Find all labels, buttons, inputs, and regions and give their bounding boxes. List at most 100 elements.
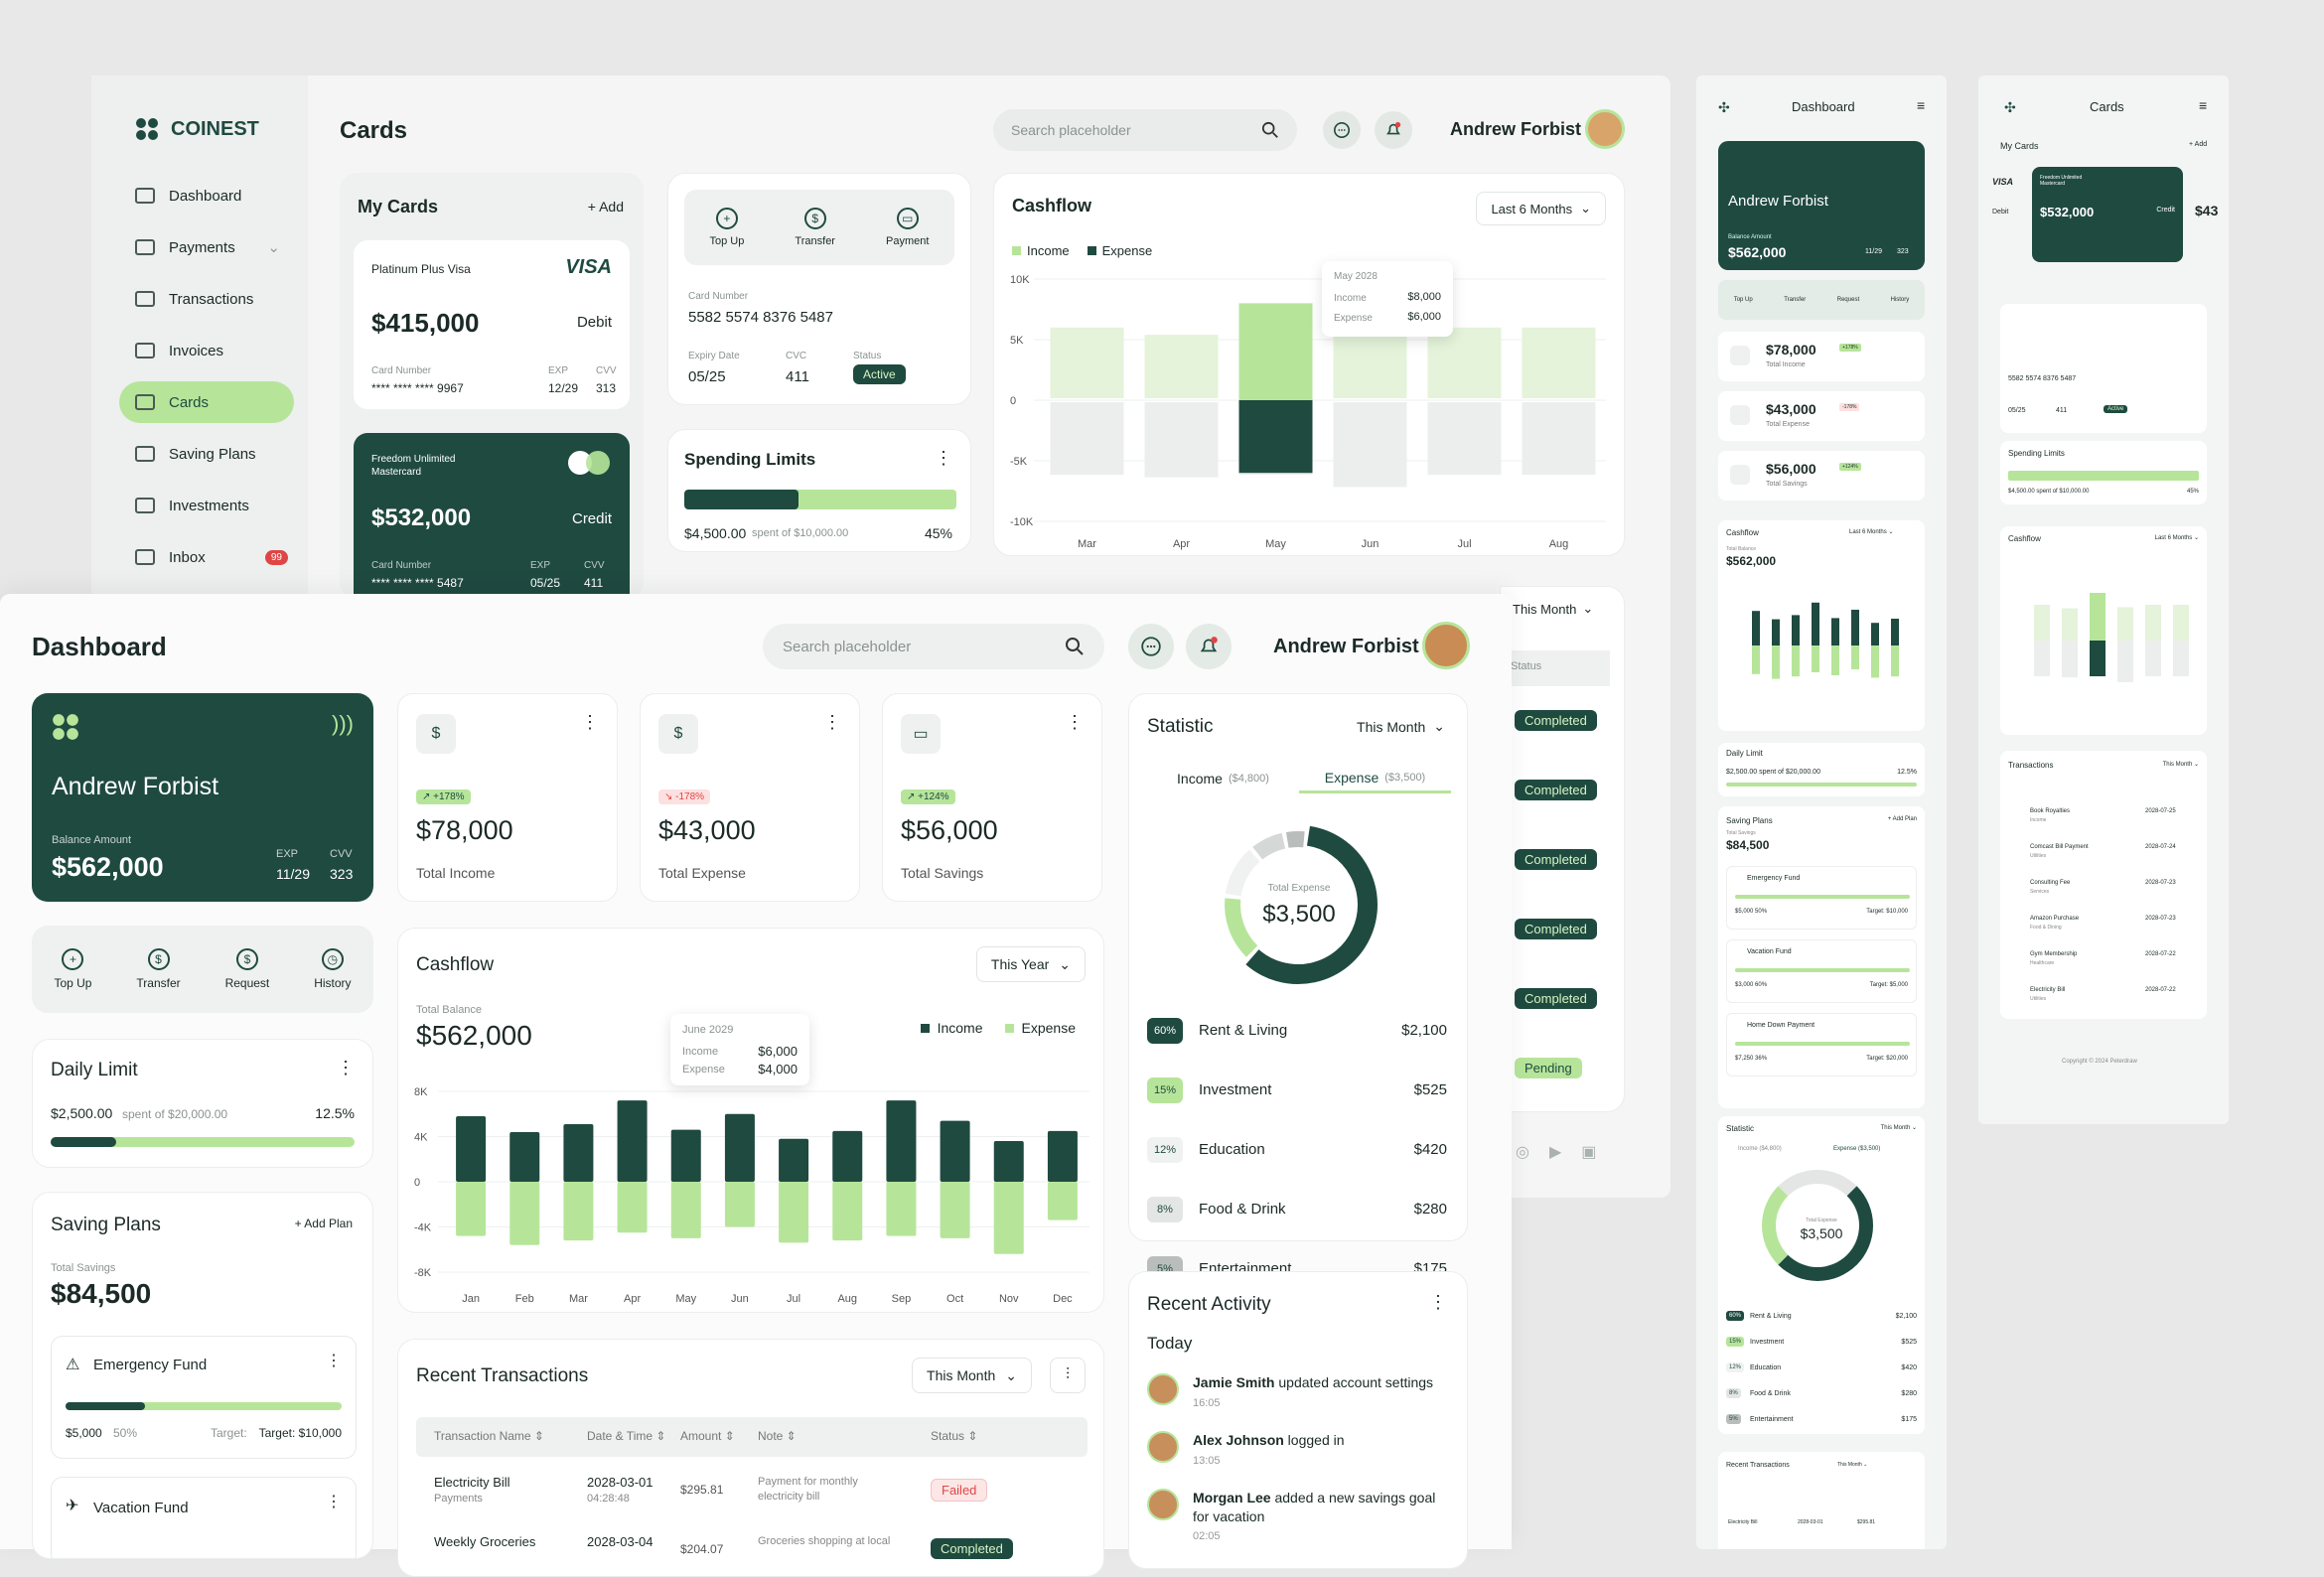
column-header[interactable]: Amount ⇕ — [680, 1429, 735, 1443]
m2-add[interactable]: + Add — [2189, 141, 2208, 148]
youtube-icon[interactable]: ▶ — [1548, 1144, 1562, 1161]
front-bell-button[interactable] — [1186, 624, 1232, 669]
stat-menu-icon[interactable]: ⋮ — [823, 712, 841, 732]
back-chat-button[interactable] — [1323, 111, 1361, 149]
m1-daily-amt: $2,500.00 spent of $20,000.00 — [1726, 769, 1820, 776]
sidebar-item-dashboard[interactable]: Dashboard — [119, 175, 294, 216]
income-bar — [1427, 327, 1502, 398]
m1-action-top-up[interactable]: Top Up — [1733, 297, 1753, 303]
m1-plan[interactable]: Emergency Fund $5,000 50% Target: $10,000 — [1726, 866, 1917, 930]
back-cashflow-range[interactable]: Last 6 Months ⌄ — [1476, 192, 1606, 225]
m1-saving-add[interactable]: + Add Plan — [1887, 816, 1917, 822]
m2-cash-range[interactable]: Last 6 Months ⌄ — [2154, 535, 2199, 541]
activity-menu-icon[interactable]: ⋮ — [1429, 1292, 1447, 1312]
m2-cashflow-chart — [2034, 593, 2189, 682]
spending-menu-icon[interactable]: ⋮ — [935, 448, 952, 468]
visa-card[interactable]: Platinum Plus Visa VISA $415,000 Debit C… — [354, 240, 630, 409]
front-search[interactable]: Search placeholder — [763, 624, 1104, 669]
column-header[interactable]: Transaction Name ⇕ — [434, 1429, 544, 1443]
m1-plan-amt: $7,250 36% — [1735, 1056, 1768, 1062]
request-button[interactable]: $ Request — [225, 948, 269, 990]
stat-card-total-income[interactable]: $ ⋮ ↗ +178% $78,000 Total Income — [397, 693, 618, 902]
history-button[interactable]: ◷ History — [314, 948, 352, 990]
stat-menu-icon[interactable]: ⋮ — [581, 712, 599, 732]
activity-user: Morgan Lee — [1193, 1490, 1271, 1505]
m1-action-transfer[interactable]: Transfer — [1784, 297, 1807, 303]
sidebar-item-invoices[interactable]: Invoices — [119, 330, 294, 371]
m1-plan-target: Target: $10,000 — [1866, 909, 1908, 915]
plan-vacation[interactable]: ✈ Vacation Fund ⋮ — [51, 1477, 357, 1566]
sidebar-item-cards[interactable]: Cards — [119, 381, 294, 423]
column-header[interactable]: Status ⇕ — [931, 1429, 978, 1443]
x-tick-label: Jul — [1457, 538, 1471, 550]
plan-emergency[interactable]: ⚠ Emergency Fund ⋮ $5,000 50% Target: Ta… — [51, 1336, 357, 1459]
m1-plan-name: Vacation Fund — [1747, 948, 1792, 955]
m1-stat-income[interactable]: Income ($4,800) — [1738, 1146, 1782, 1152]
m1-stat-card[interactable]: $43,000 -178% Total Expense — [1718, 391, 1925, 441]
transfer-button[interactable]: $ Transfer — [795, 208, 835, 247]
add-card-button[interactable]: + Add — [587, 199, 624, 215]
balance-card[interactable]: ))) Andrew Forbist Balance Amount $562,0… — [32, 693, 373, 902]
m1-stat-range[interactable]: This Month ⌄ — [1880, 1125, 1917, 1131]
column-header[interactable]: Note ⇕ — [758, 1429, 797, 1443]
back-search[interactable]: Search placeholder — [993, 109, 1297, 151]
m1-action-history[interactable]: History — [1890, 297, 1910, 303]
add-plan-button[interactable]: + Add Plan — [294, 1217, 353, 1230]
back-user-name[interactable]: Andrew Forbist — [1450, 119, 1582, 139]
mastercard-card[interactable]: Freedom Unlimited Mastercard $532,000 Cr… — [354, 433, 630, 600]
m2-menu-icon[interactable]: ≡ — [2199, 97, 2208, 113]
avatar — [1147, 1431, 1179, 1463]
card2-amount: $532,000 — [371, 504, 472, 531]
m1-action-request[interactable]: Request — [1836, 297, 1860, 303]
sidebar-item-investments[interactable]: Investments — [119, 485, 294, 526]
arrows-icon — [135, 291, 155, 307]
m1-card[interactable]: Andrew Forbist Balance Amount $562,000 11/2… — [1718, 141, 1925, 270]
m1-rt-range[interactable]: This Month ⌄ — [1837, 1462, 1868, 1468]
sidebar-item-payments[interactable]: Payments ⌄ — [119, 226, 294, 268]
front-user-name[interactable]: Andrew Forbist — [1273, 636, 1419, 657]
x-tick-label: Oct — [946, 1293, 963, 1305]
m1-stat-card[interactable]: $56,000 +124% Total Savings — [1718, 451, 1925, 501]
rt-range[interactable]: This Month ⌄ — [912, 1358, 1032, 1393]
top-up-button[interactable]: + Top Up — [54, 948, 91, 990]
top-up-button[interactable]: + Top Up — [710, 208, 744, 247]
back-tx-range[interactable]: This Month ⌄ — [1513, 601, 1593, 617]
column-header[interactable]: Date & Time ⇕ — [587, 1429, 666, 1443]
plan-menu-icon[interactable]: ⋮ — [326, 1353, 342, 1369]
tx-amount: $204.07 — [680, 1542, 724, 1556]
transfer-button[interactable]: $ Transfer — [136, 948, 181, 990]
m1-stat-card[interactable]: $78,000 +178% Total Income — [1718, 332, 1925, 381]
activity-text: Alex Johnson logged in — [1193, 1431, 1453, 1450]
brand-logo[interactable]: COINEST — [135, 117, 259, 141]
m1-plan[interactable]: Home Down Payment $7,250 36% Target: $20,0… — [1726, 1013, 1917, 1076]
back-avatar[interactable] — [1585, 109, 1625, 149]
chevron-down-icon: ⌄ — [1005, 1366, 1017, 1383]
sidebar-item-inbox[interactable]: Inbox 99 — [119, 536, 294, 578]
daily-menu-icon[interactable]: ⋮ — [337, 1058, 355, 1077]
sidebar-item-transactions[interactable]: Transactions — [119, 278, 294, 320]
m1-plan[interactable]: Vacation Fund $3,000 60% Target: $5,000 — [1726, 939, 1917, 1003]
linkedin-icon[interactable]: ▣ — [1581, 1144, 1597, 1161]
front-cashflow-range[interactable]: This Year ⌄ — [975, 946, 1086, 982]
m1-row-amt: $420 — [1901, 1364, 1917, 1371]
stat-menu-icon[interactable]: ⋮ — [1066, 712, 1084, 732]
m2-tx-range[interactable]: This Month ⌄ — [2162, 762, 2199, 768]
stat-card-total-expense[interactable]: $ ⋮ ↘ -178% $43,000 Total Expense — [640, 693, 860, 902]
tab-income[interactable]: Income ($4,800) — [1147, 771, 1299, 787]
m2-card[interactable]: Freedom Unlimited Mastercard $532,000 Cred… — [2032, 167, 2183, 262]
stat-card-total-savings[interactable]: ▭ ⋮ ↗ +124% $56,000 Total Savings — [882, 693, 1102, 902]
m1-menu-icon[interactable]: ≡ — [1917, 97, 1926, 113]
m1-cash-range[interactable]: Last 6 Months ⌄ — [1849, 529, 1894, 535]
plan-menu-icon[interactable]: ⋮ — [326, 1494, 342, 1510]
payment-button[interactable]: ▭ Payment — [886, 208, 929, 247]
front-chat-button[interactable] — [1128, 624, 1174, 669]
legend-income: Income — [1012, 243, 1070, 258]
tab-expense[interactable]: Expense ($3,500) — [1299, 764, 1451, 793]
filter-button[interactable]: ⫶ — [1050, 1358, 1086, 1393]
instagram-icon[interactable]: ◎ — [1516, 1144, 1529, 1161]
statistic-range[interactable]: This Month ⌄ — [1357, 718, 1445, 735]
sidebar-item-saving-plans[interactable]: Saving Plans — [119, 433, 294, 475]
back-bell-button[interactable] — [1375, 111, 1412, 149]
m1-stat-expense[interactable]: Expense ($3,500) — [1833, 1146, 1881, 1152]
front-avatar[interactable] — [1422, 622, 1470, 669]
